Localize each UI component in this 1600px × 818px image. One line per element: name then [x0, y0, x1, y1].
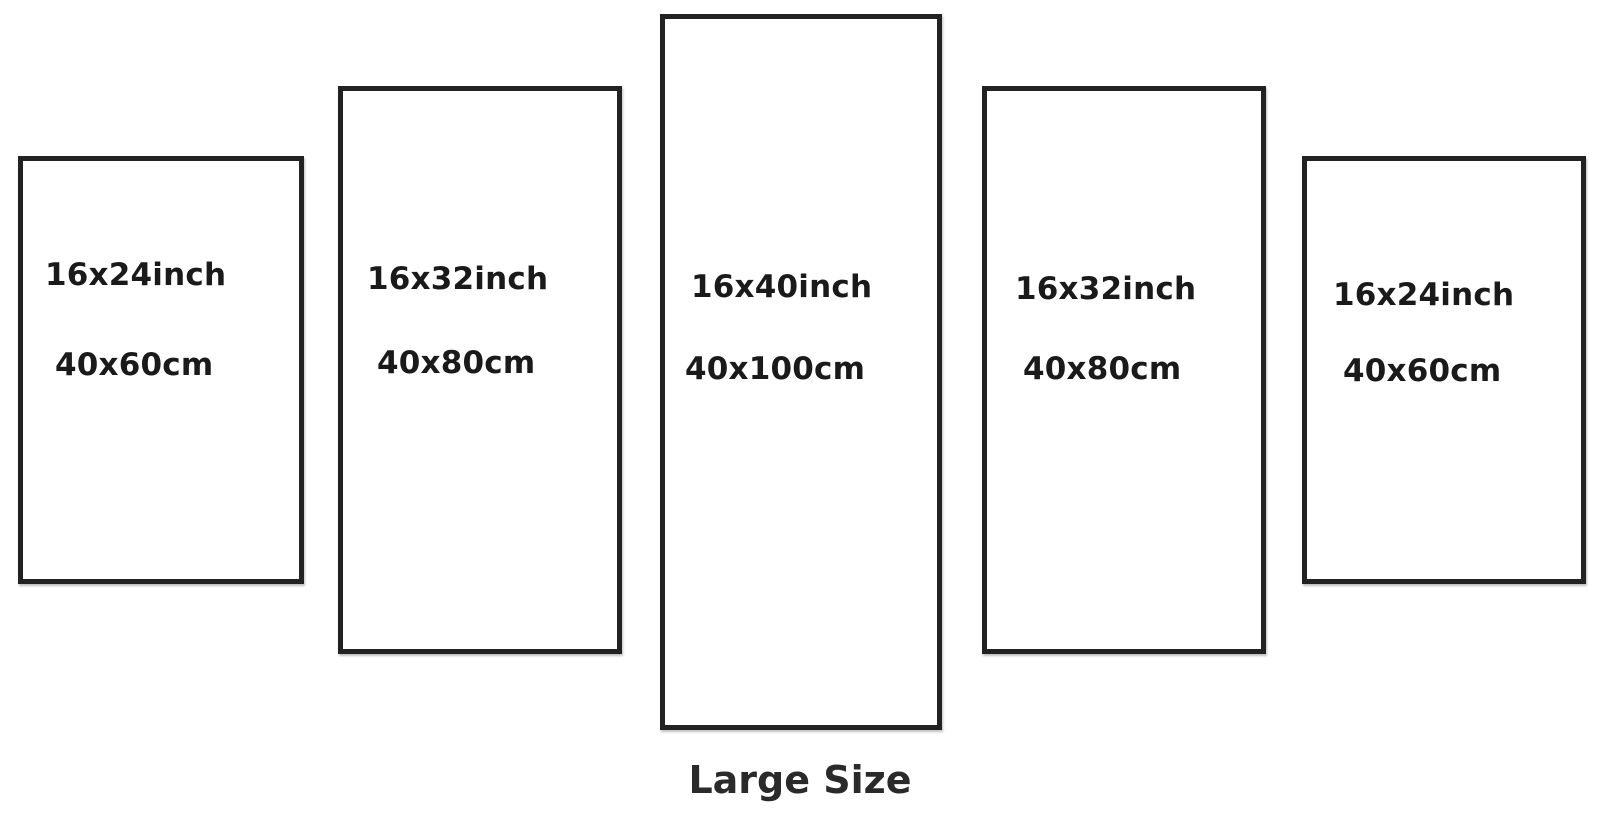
canvas-panel-3: 16x40inch 40x100cm — [660, 14, 942, 730]
panel-size-inch: 16x24inch — [45, 257, 227, 293]
panel-size-inch: 16x32inch — [367, 261, 549, 297]
panel-size-cm: 40x80cm — [1023, 351, 1182, 387]
panel-size-cm: 40x80cm — [377, 345, 536, 381]
panel-size-cm: 40x100cm — [685, 351, 866, 387]
canvas-panel-5: 16x24inch 40x60cm — [1302, 156, 1586, 584]
canvas-panel-2: 16x32inch 40x80cm — [338, 86, 622, 654]
panel-size-cm: 40x60cm — [1343, 353, 1502, 389]
canvas-panel-1: 16x24inch 40x60cm — [18, 156, 304, 584]
panel-size-cm: 40x60cm — [55, 347, 214, 383]
panel-size-inch: 16x40inch — [691, 269, 873, 305]
panel-size-inch: 16x32inch — [1015, 271, 1197, 307]
panel-size-inch: 16x24inch — [1333, 277, 1515, 313]
canvas-panel-4: 16x32inch 40x80cm — [982, 86, 1266, 654]
size-caption: Large Size — [688, 758, 912, 802]
